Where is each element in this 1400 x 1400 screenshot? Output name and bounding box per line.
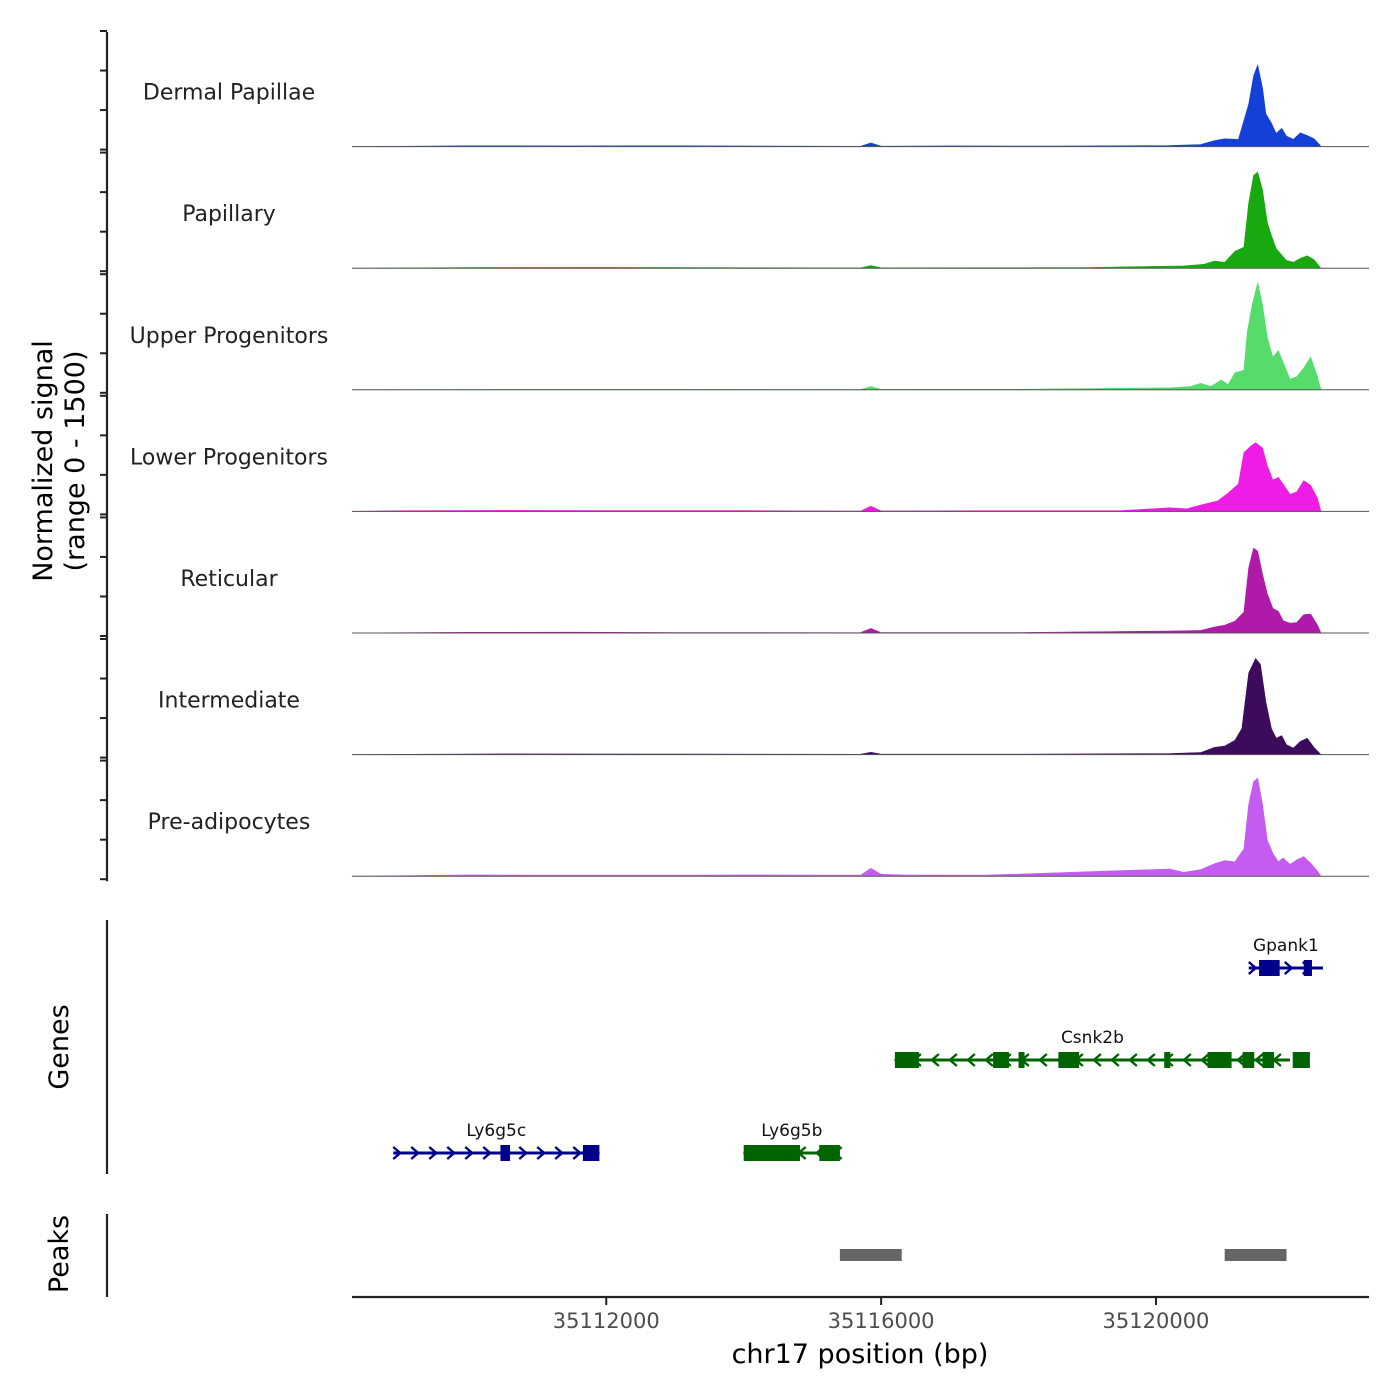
coverage-tracks — [351, 63, 1369, 877]
gene-label: Gpank1 — [1253, 936, 1319, 956]
coverage-area — [351, 63, 1322, 147]
y-axis-subtitle: (range 0 - 1500) — [60, 351, 91, 572]
strand-arrow — [1110, 1053, 1120, 1067]
track-label: Upper Progenitors — [130, 324, 329, 349]
strand-arrow — [1247, 961, 1258, 975]
x-axis: 35112000 35116000 35120000 — [352, 1295, 1369, 1333]
strand-arrow — [948, 1053, 958, 1067]
genes-track-title: Genes — [44, 1004, 75, 1089]
gene-label: Ly6g5c — [466, 1121, 526, 1141]
exon — [582, 1145, 600, 1161]
strand-arrow — [446, 1146, 457, 1160]
track-label: Reticular — [180, 567, 278, 592]
strand-arrow — [1092, 1053, 1102, 1067]
strand-arrow — [464, 1146, 475, 1160]
coverage-area — [351, 171, 1322, 269]
peak-track — [839, 1249, 1287, 1261]
strand-arrow — [536, 1146, 547, 1160]
track-label: Lower Progenitors — [130, 445, 328, 470]
gene-label: Ly6g5b — [761, 1121, 822, 1141]
strand-arrow — [572, 1146, 583, 1160]
strand-arrow — [428, 1146, 439, 1160]
exon — [819, 1145, 840, 1161]
exon — [1303, 960, 1312, 976]
x-axis-title: chr17 position (bp) — [732, 1339, 989, 1370]
strand-arrow — [1236, 1053, 1246, 1067]
track-labels: Dermal Papillae Papillary Upper Progenitor… — [130, 81, 329, 836]
exon — [1292, 1052, 1310, 1068]
track-label: Intermediate — [158, 689, 300, 714]
strand-arrow — [410, 1146, 421, 1160]
x-tick-label: 35112000 — [553, 1309, 660, 1333]
exon — [1242, 1052, 1255, 1068]
strand-arrow — [1128, 1053, 1138, 1067]
exon — [1018, 1052, 1025, 1068]
strand-arrow — [930, 1053, 940, 1067]
exon — [1262, 1052, 1275, 1068]
exon — [993, 1052, 1009, 1068]
strand-arrow — [1182, 1053, 1192, 1067]
coverage-area — [351, 282, 1322, 391]
track-label: Pre-adipocytes — [148, 810, 311, 835]
strand-arrow — [1038, 1053, 1048, 1067]
coverage-area — [351, 777, 1322, 877]
coverage-area — [351, 442, 1322, 512]
exon — [1164, 1052, 1171, 1068]
coverage-area — [351, 547, 1322, 634]
strand-arrow — [1283, 961, 1294, 975]
gene-label: Csnk2b — [1061, 1028, 1124, 1048]
strand-arrow — [482, 1146, 493, 1160]
x-tick-label: 35120000 — [1103, 1309, 1210, 1333]
axis-titles: Normalized signal (range 0 - 1500) Genes… — [28, 340, 988, 1370]
exon — [1259, 960, 1280, 976]
exon — [894, 1052, 919, 1068]
y-axis-title: Normalized signal — [28, 340, 59, 582]
peaks-track-title: Peaks — [44, 1215, 75, 1293]
strand-arrow — [1200, 1053, 1210, 1067]
strand-arrow — [984, 1053, 994, 1067]
strand-arrow — [392, 1146, 403, 1160]
track-label: Papillary — [182, 202, 276, 227]
gene-track: Gpank1 Csnk2b Ly6g5c Ly6g5b — [392, 936, 1323, 1161]
strand-arrow — [554, 1146, 565, 1160]
strand-arrow — [966, 1053, 976, 1067]
exon — [1207, 1052, 1232, 1068]
exon — [743, 1145, 801, 1161]
peak-region — [1224, 1249, 1287, 1261]
exon — [500, 1145, 511, 1161]
x-tick-label: 35116000 — [828, 1309, 935, 1333]
coverage-area — [351, 658, 1322, 755]
track-label: Dermal Papillae — [143, 81, 315, 106]
peak-region — [839, 1249, 902, 1261]
exon — [1058, 1052, 1080, 1068]
strand-arrow — [518, 1146, 529, 1160]
strand-arrow — [1254, 1053, 1264, 1067]
strand-arrow — [1146, 1053, 1156, 1067]
y-axes — [100, 30, 109, 1297]
